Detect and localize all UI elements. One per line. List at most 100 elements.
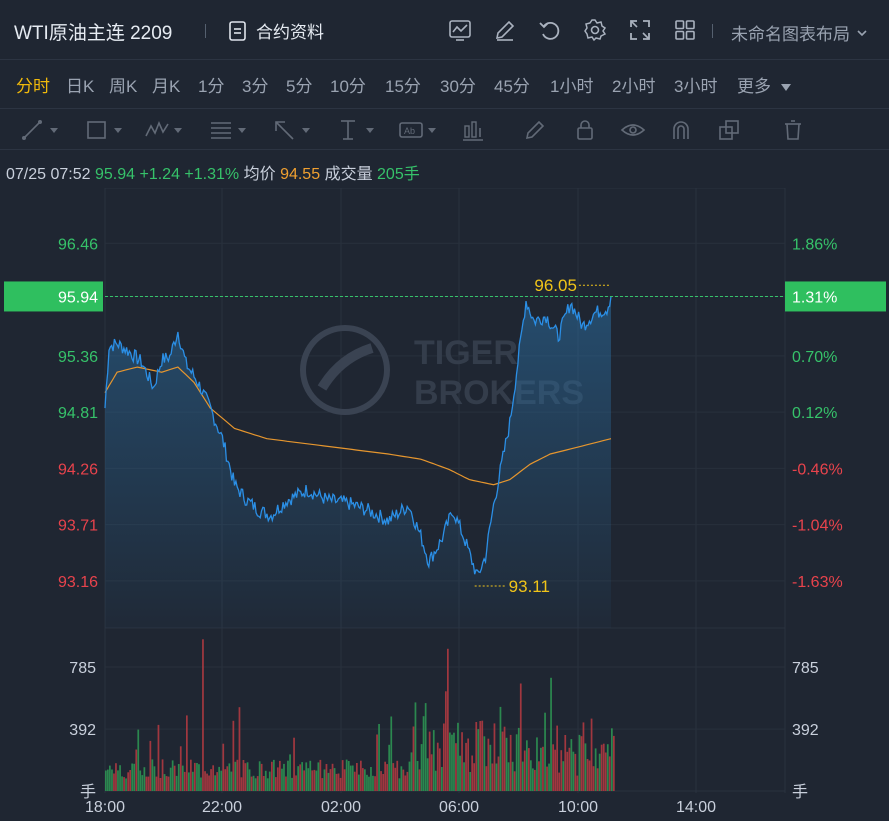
- volume-bar: [268, 771, 271, 791]
- volume-bar: [438, 748, 441, 791]
- line-tool[interactable]: [20, 117, 58, 143]
- pct-tick-label: 0.70%: [792, 349, 837, 366]
- volume-bar: [523, 750, 526, 791]
- volume-bar: [548, 763, 550, 791]
- avg-price-line: [104, 366, 612, 486]
- period-tab-15min[interactable]: 15分: [385, 77, 421, 96]
- lock-tool[interactable]: [572, 117, 598, 143]
- volume-bar: [351, 765, 354, 791]
- chevron-down-icon: [857, 29, 867, 36]
- arrow-tool[interactable]: [272, 117, 310, 143]
- volume-bar: [568, 747, 571, 791]
- time-tick-label: 22:00: [202, 799, 242, 816]
- period-tab-day[interactable]: 日K: [66, 77, 95, 96]
- copy-tool[interactable]: [716, 117, 742, 143]
- fullscreen-icon: [629, 20, 650, 40]
- text-cursor-tool-icon: [341, 120, 355, 140]
- brush-tool[interactable]: [522, 117, 548, 143]
- period-tab-3h[interactable]: 3小时: [674, 77, 718, 96]
- period-tab-1min[interactable]: 1分: [198, 77, 225, 96]
- rectangle-tool[interactable]: [84, 117, 122, 143]
- period-tab-1h[interactable]: 1小时: [550, 77, 594, 96]
- visibility-tool[interactable]: [620, 117, 646, 143]
- volume-bar: [556, 725, 559, 791]
- current-price-badge-right: [785, 281, 886, 312]
- volume-bar: [131, 763, 134, 791]
- volume-bar: [447, 648, 449, 791]
- quote-info-line: 07/25 07:52 95.94 +1.24 +1.31% 均价 94.55 …: [6, 160, 420, 184]
- volume-bars: [105, 639, 615, 791]
- period-tab-10min[interactable]: 10分: [330, 77, 366, 96]
- volume-bar: [297, 766, 300, 791]
- volume-bar: [303, 770, 306, 791]
- volume-bar: [436, 742, 439, 791]
- volume-bar: [613, 735, 615, 791]
- volume-bar: [521, 761, 524, 791]
- caret-down-icon: [50, 127, 58, 133]
- volume-bar: [129, 770, 132, 791]
- contract-info-button[interactable]: 合约资料: [228, 18, 324, 43]
- caret-down-icon: [238, 127, 246, 133]
- volume-bar: [485, 766, 488, 791]
- contract-info-label: 合约资料: [256, 23, 324, 42]
- label-tool-icon: Ab: [399, 122, 423, 138]
- price-line: [104, 296, 612, 575]
- current-price-badges: 95.94 1.31%: [4, 281, 886, 312]
- quote-price: 95.94: [94, 166, 136, 183]
- pct-tick-label: -1.04%: [792, 518, 843, 535]
- fib-tool[interactable]: [208, 117, 246, 143]
- rectangle-tool-icon: [87, 121, 106, 139]
- layout-dropdown[interactable]: 未命名图表布局: [731, 20, 868, 45]
- period-tab-5min[interactable]: 5分: [286, 77, 313, 96]
- volume-bar: [133, 763, 136, 791]
- volume-bar: [592, 766, 595, 791]
- volume-bar: [611, 728, 613, 791]
- settings-button[interactable]: [579, 14, 610, 46]
- wave-tool[interactable]: [144, 117, 182, 143]
- period-more-dropdown[interactable]: 更多: [737, 72, 791, 97]
- price-axis-left: 96.46 95.36 94.81 94.26 93.71 93.16: [58, 236, 98, 591]
- volume-bar: [493, 723, 496, 791]
- label-tool[interactable]: Ab: [398, 117, 436, 143]
- indicator-button[interactable]: [444, 14, 475, 46]
- period-tab-timeshare[interactable]: 分时: [16, 77, 50, 96]
- magnet-tool[interactable]: [668, 117, 694, 143]
- volume-bar: [475, 722, 478, 791]
- grid-layout-button[interactable]: [669, 14, 700, 46]
- pct-tick-label: 0.12%: [792, 405, 837, 422]
- indicator-icon: [448, 20, 471, 41]
- volume-bar: [315, 770, 318, 791]
- trash-icon: [785, 120, 801, 140]
- contract-title[interactable]: WTI原油主连 2209: [14, 23, 173, 44]
- volume-bar: [457, 722, 459, 791]
- timeshare-chart[interactable]: TIGER BROKERS 96.05 93.11 96.4695.3694.8…: [0, 188, 889, 821]
- volume-bar: [299, 764, 302, 791]
- volume-bar: [463, 762, 465, 791]
- fullscreen-button[interactable]: [624, 14, 655, 46]
- period-tab-week[interactable]: 周K: [109, 77, 138, 96]
- volume-bar: [190, 759, 192, 791]
- volume-bar: [262, 776, 265, 791]
- period-tab-2h[interactable]: 2小时: [612, 77, 656, 96]
- volume-bar: [459, 755, 461, 791]
- volume-bar: [574, 753, 577, 791]
- measure-tool[interactable]: [460, 117, 486, 143]
- period-tab-30min[interactable]: 30分: [440, 77, 476, 96]
- volume-bar: [408, 761, 411, 791]
- text-cursor-tool[interactable]: [336, 117, 374, 143]
- period-tab-month[interactable]: 月K: [152, 77, 181, 96]
- undo-button[interactable]: [534, 14, 565, 46]
- time-tick-label: 10:00: [558, 799, 598, 816]
- delete-tool[interactable]: [780, 117, 806, 143]
- volume-bar: [125, 778, 127, 791]
- volume-bar: [604, 752, 607, 791]
- volume-bar: [562, 761, 565, 791]
- volume-bar: [216, 772, 219, 791]
- period-tab-3min[interactable]: 3分: [242, 77, 269, 96]
- volume-bar: [145, 776, 148, 791]
- volume-bar: [309, 760, 312, 791]
- volume-bar: [430, 754, 433, 791]
- period-tab-45min[interactable]: 45分: [494, 77, 530, 96]
- volume-bar: [554, 749, 557, 791]
- edit-button[interactable]: [489, 14, 520, 46]
